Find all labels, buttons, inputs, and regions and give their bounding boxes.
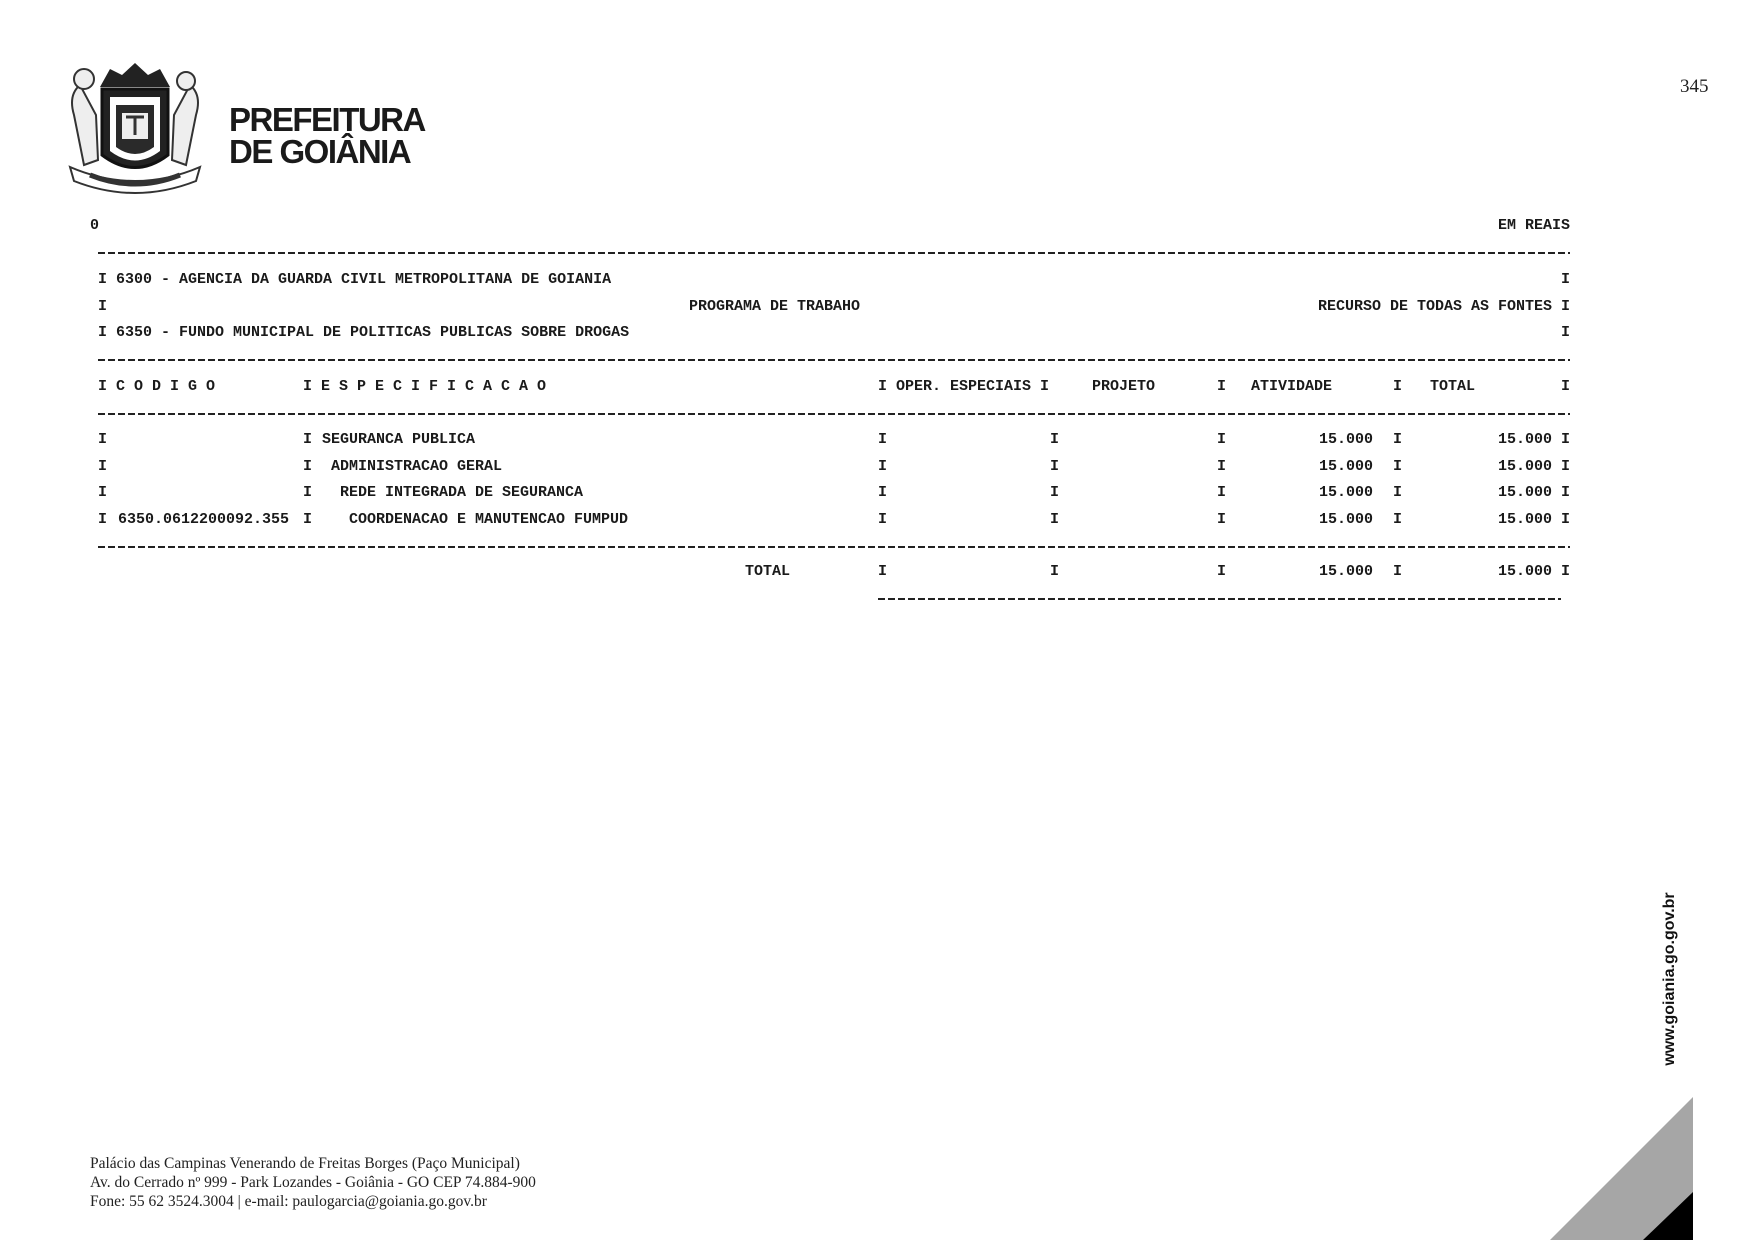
border-char: I [1560,457,1570,475]
corner-black-triangle [1643,1192,1693,1240]
border-char: I [1217,457,1227,475]
border-char: I [1560,271,1570,288]
col-header-atividade: ATIVIDADE [1251,378,1333,395]
divider [98,546,1570,548]
corner-decoration [1550,1097,1693,1240]
report-top-left: 0 [90,217,100,234]
row-codigo: 6350.0612200092.355 [118,510,290,528]
border-char: I [1393,484,1403,501]
col-header-projeto: PROJETO [1092,378,1156,395]
row-especificacao: REDE INTEGRADA DE SEGURANCA [322,484,584,501]
border-char: I [1217,510,1227,528]
row-total-value: 15.000 [1497,563,1552,580]
brand-line-2: DE GOIÂNIA [229,133,412,170]
footer-line-3: Fone: 55 62 3524.3004 | e-mail: paulogar… [90,1193,487,1210]
row-total-value: 15.000 [1497,510,1552,528]
org-line: I 6300 - AGENCIA DA GUARDA CIVIL METROPO… [98,271,612,288]
border-char: I [303,484,313,501]
border-char: I [878,510,888,528]
row-especificacao: COORDENACAO E MANUTENCAO FUMPUD [322,510,629,528]
divider [98,359,1570,361]
border-char: I [878,563,888,580]
border-char: I [1560,563,1570,580]
border-char: I [1050,563,1060,580]
totals-label: TOTAL [745,563,791,580]
prefeitura-brand: PREFEITURA DE GOIÂNIA [229,101,426,170]
col-header-codigo: I C O D I G O [98,378,216,395]
border-char: I [1560,324,1570,341]
row-especificacao: SEGURANCA PUBLICA [322,431,476,448]
row-atividade-value: 15.000 [1318,457,1373,475]
border-char: I [98,457,108,475]
page-number: 345 [1680,76,1709,97]
unit-line: I 6350 - FUNDO MUNICIPAL DE POLITICAS PU… [98,324,630,341]
border-char: I [878,484,888,501]
row-atividade-value: 15.000 [1318,510,1373,528]
border-char: I [1050,457,1060,475]
border-char: I [303,431,313,448]
border-char: I [1393,510,1403,528]
border-char: I [1393,457,1403,475]
website-vertical: www.goiania.go.gov.br [1661,892,1678,1066]
row-total-value: 15.000 [1497,431,1552,448]
border-char: I [1393,378,1403,395]
border-char: I [1560,510,1570,528]
footer-line-2: Av. do Cerrado nº 999 - Park Lozandes - … [90,1174,536,1191]
border-char: I [1050,431,1060,448]
border-char: I [1393,431,1403,448]
border-char: I [1217,431,1227,448]
row-atividade-value: 15.000 [1318,484,1373,501]
units-label: EM REAIS [1497,217,1570,234]
border-char: I [1560,431,1570,448]
border-char: I [1560,378,1570,395]
row-total-value: 15.000 [1497,457,1552,475]
row-especificacao: ADMINISTRACAO GERAL [322,457,503,475]
footer-line-1: Palácio das Campinas Venerando de Freita… [90,1155,520,1172]
border-char: I [98,510,108,528]
border-char: I [303,457,313,475]
col-header-total: TOTAL [1430,378,1476,395]
divider [98,252,1570,254]
corner-gray-triangle [1550,1097,1693,1240]
border-char: I [1217,563,1227,580]
row-atividade-value: 15.000 [1318,563,1373,580]
border-char: I [98,431,108,448]
resource-label: RECURSO DE TODAS AS FONTES I [1317,298,1570,315]
footer-address: Palácio das Campinas Venerando de Freita… [90,1154,536,1211]
border-char: I [303,510,313,528]
border-char: I [878,431,888,448]
border-char: I [1050,484,1060,501]
city-emblem-logo [68,63,202,194]
row-total-value: 15.000 [1497,484,1552,501]
border-char: I [1217,484,1227,501]
border-char: I [98,484,108,501]
border-char: I [878,457,888,475]
border-char: I [1217,378,1227,395]
col-header-oper-especiais: I OPER. ESPECIAIS I [878,378,1050,395]
row-atividade-value: 15.000 [1318,431,1373,448]
col-header-especificacao: I E S P E C I F I C A C A O [303,378,547,395]
brand-line-1: PREFEITURA [229,101,426,138]
border-char: I [98,298,108,315]
border-char: I [1050,510,1060,528]
border-char: I [1393,563,1403,580]
divider [878,598,1561,600]
divider [98,413,1570,415]
border-char: I [1560,484,1570,501]
program-label: PROGRAMA DE TRABAHO [689,298,861,315]
